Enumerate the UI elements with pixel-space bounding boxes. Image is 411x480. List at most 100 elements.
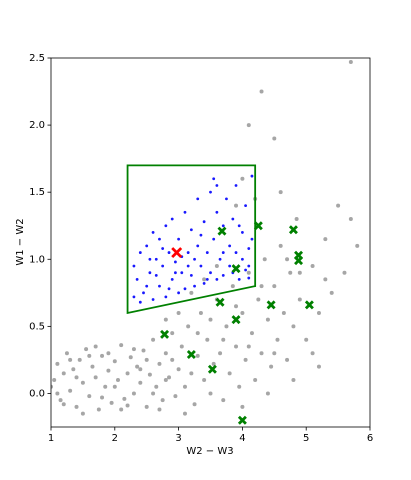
point	[250, 174, 254, 178]
point	[163, 317, 168, 322]
point	[160, 398, 165, 403]
point	[180, 271, 184, 275]
cross-marker	[171, 247, 183, 259]
point	[74, 404, 79, 409]
point	[259, 351, 264, 356]
point	[244, 204, 247, 208]
y-tick-label: 0.5	[29, 321, 45, 332]
point	[132, 295, 136, 299]
point	[329, 290, 334, 295]
point	[71, 367, 76, 372]
point	[131, 347, 136, 352]
point	[64, 351, 69, 356]
point	[176, 367, 181, 372]
point	[154, 257, 158, 261]
point	[179, 344, 184, 349]
point	[74, 375, 79, 380]
point	[202, 220, 206, 224]
point	[269, 364, 274, 369]
y-tick-label: 1.0	[29, 254, 45, 265]
x-tick-label: 2	[112, 433, 118, 444]
point	[148, 271, 152, 275]
point	[323, 237, 328, 242]
point	[68, 388, 73, 393]
point	[272, 351, 277, 356]
point	[177, 237, 181, 241]
x-tick-label: 3	[175, 433, 181, 444]
point	[145, 244, 149, 248]
point	[103, 384, 108, 389]
point	[212, 177, 216, 181]
point	[234, 304, 239, 309]
cross-marker	[304, 300, 314, 310]
point	[106, 351, 111, 356]
point	[177, 291, 181, 295]
point	[186, 264, 190, 268]
plot-frame	[50, 57, 371, 428]
point	[138, 300, 142, 304]
point	[288, 270, 293, 275]
point	[209, 190, 212, 194]
point	[355, 243, 360, 248]
point	[157, 407, 162, 412]
point	[115, 378, 120, 383]
point	[192, 402, 197, 407]
cross-marker	[215, 297, 225, 307]
point	[151, 337, 156, 342]
point	[234, 203, 239, 208]
point	[52, 378, 57, 383]
x-tick-label: 5	[303, 433, 309, 444]
point	[141, 348, 146, 353]
point	[215, 184, 219, 187]
point	[215, 210, 219, 214]
point	[138, 251, 142, 254]
point	[119, 407, 124, 412]
point	[246, 344, 251, 349]
y-tick-label: 1.5	[29, 187, 45, 198]
point	[224, 324, 229, 329]
point	[138, 380, 143, 385]
point	[205, 251, 209, 254]
point	[228, 264, 232, 268]
point	[157, 361, 162, 366]
point	[158, 284, 161, 288]
point	[193, 257, 196, 261]
point	[93, 375, 98, 380]
point	[215, 278, 219, 281]
point	[247, 264, 251, 268]
point	[109, 400, 114, 405]
point	[202, 277, 207, 282]
point	[164, 224, 168, 228]
point	[148, 257, 152, 261]
point	[189, 371, 194, 376]
point	[225, 197, 228, 201]
point	[247, 247, 251, 250]
point	[199, 233, 203, 237]
point	[58, 398, 63, 403]
y-tick-label: 2.0	[29, 120, 45, 131]
point	[278, 190, 283, 195]
point	[167, 287, 171, 291]
point	[291, 378, 296, 383]
point	[230, 284, 235, 289]
cross-marker	[237, 415, 247, 425]
point	[241, 257, 244, 261]
point	[68, 357, 73, 362]
point	[247, 276, 251, 280]
point	[80, 380, 85, 385]
point	[253, 378, 258, 383]
point	[135, 364, 140, 369]
point	[61, 402, 66, 407]
point	[240, 176, 245, 181]
point	[198, 310, 203, 315]
point	[231, 217, 235, 221]
point	[161, 264, 165, 268]
point	[237, 384, 242, 389]
point	[285, 357, 290, 362]
point	[237, 278, 241, 281]
point	[183, 287, 187, 291]
point	[304, 337, 309, 342]
point	[132, 264, 136, 268]
point	[154, 273, 158, 277]
